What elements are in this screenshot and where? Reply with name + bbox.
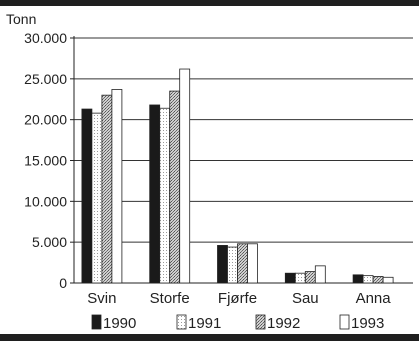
legend-swatch-1990 [91, 314, 102, 330]
bar-1991-2 [227, 246, 238, 284]
bar-1990-3 [284, 272, 296, 284]
bar-1992-1 [169, 90, 181, 284]
legend-label-1993: 1993 [351, 315, 384, 332]
legend-label-1991: 1991 [188, 315, 221, 332]
bar-1991-3 [294, 272, 306, 284]
category-labels: Svin Storfe Fjørfe Sau Anna [87, 290, 391, 307]
gridlines [74, 37, 413, 243]
bar-1991-1 [159, 107, 171, 284]
bar-1991-4 [362, 275, 374, 284]
bar-1993-1 [179, 68, 191, 284]
bar-1992-4 [372, 276, 384, 284]
category-label: Anna [356, 290, 392, 307]
legend: 1990 1991 1992 1993 [91, 314, 384, 332]
y-tick-label: 30.000 [24, 30, 67, 46]
legend-label-1992: 1992 [267, 315, 300, 332]
bars [81, 68, 394, 284]
bar-1990-0 [81, 108, 93, 284]
bar-1990-4 [352, 274, 364, 284]
bar-1993-3 [314, 265, 326, 284]
y-tick-label: 15.000 [24, 153, 67, 169]
y-axis-tick-labels: 0 5.000 10.000 15.000 20.000 25.000 30.000 [24, 30, 74, 291]
category-label: Storfe [150, 290, 190, 307]
legend-swatch-1992 [255, 314, 266, 330]
category-label: Svin [87, 290, 116, 307]
y-tick-label: 5.000 [32, 234, 67, 250]
y-tick-label: 0 [59, 275, 67, 291]
top-border-band [0, 0, 419, 6]
y-tick-label: 25.000 [24, 71, 67, 87]
category-label: Fjørfe [218, 290, 257, 307]
bar-1990-1 [149, 104, 161, 284]
category-label: Sau [292, 290, 319, 307]
y-tick-label: 10.000 [24, 193, 67, 209]
bar-1991-0 [91, 112, 103, 284]
bar-1993-4 [382, 276, 394, 284]
bar-1992-2 [237, 243, 248, 284]
bottom-border-band [0, 334, 419, 341]
bar-1993-2 [247, 243, 258, 284]
y-tick-label: 20.000 [24, 112, 67, 128]
bar-1990-2 [217, 245, 228, 284]
bar-1992-0 [101, 94, 113, 284]
y-axis-unit-label: Tonn [6, 11, 36, 27]
bar-1992-3 [304, 271, 316, 284]
legend-swatch-1991 [176, 314, 187, 330]
bar-1993-0 [111, 89, 123, 284]
legend-label-1990: 1990 [103, 315, 136, 332]
legend-swatch-1993 [339, 314, 350, 330]
